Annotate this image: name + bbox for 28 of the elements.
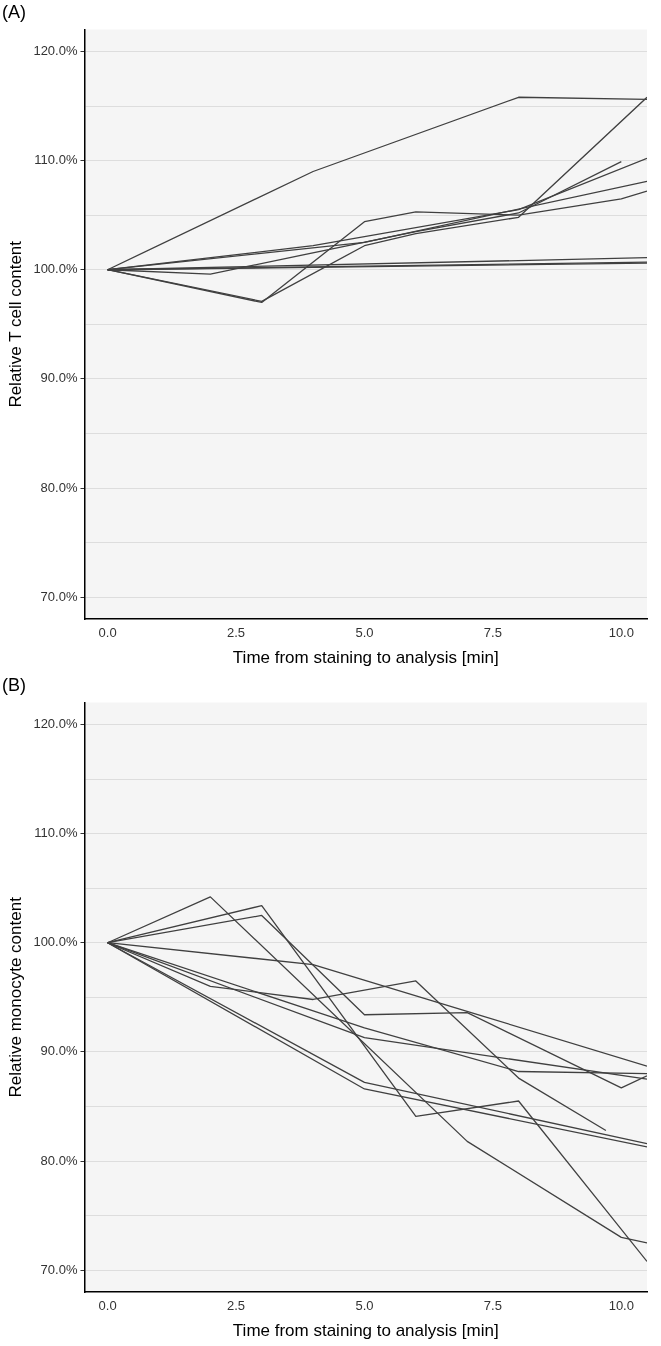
y-tick-label: 70.0% bbox=[40, 588, 78, 604]
y-tick-label: 90.0% bbox=[40, 1043, 78, 1059]
y-tick-label: 70.0% bbox=[40, 1261, 78, 1277]
y-axis-title: Relative T cell content bbox=[5, 240, 25, 408]
y-axis-title: Relative monocyte content bbox=[5, 896, 25, 1098]
x-tick-label: 0.0 bbox=[98, 1298, 117, 1314]
x-tick-label: 2.5 bbox=[227, 1298, 246, 1314]
x-tick-label: 5.0 bbox=[355, 1298, 374, 1314]
y-tick-label: 90.0% bbox=[40, 370, 78, 386]
chart-title: (B) bbox=[2, 674, 26, 695]
y-tick-label: 80.0% bbox=[40, 479, 78, 495]
x-tick-label: 5.0 bbox=[355, 625, 374, 641]
chart-title: (A) bbox=[2, 1, 26, 22]
x-tick-label: 7.5 bbox=[483, 1298, 502, 1314]
x-tick-label: 7.5 bbox=[483, 625, 502, 641]
x-axis-title: Time from staining to analysis [min] bbox=[232, 1321, 499, 1341]
x-tick-label: 2.5 bbox=[227, 625, 246, 641]
y-tick-label: 100.0% bbox=[33, 934, 78, 950]
y-tick-label: 120.0% bbox=[33, 716, 78, 732]
y-tick-label: 120.0% bbox=[33, 43, 78, 59]
y-tick-label: 100.0% bbox=[33, 261, 78, 277]
y-tick-label: 110.0% bbox=[34, 825, 78, 841]
x-tick-label: 0.0 bbox=[98, 625, 117, 641]
y-tick-label: 110.0% bbox=[34, 152, 78, 168]
y-tick-label: 80.0% bbox=[40, 1152, 78, 1168]
x-axis-title: Time from staining to analysis [min] bbox=[232, 648, 499, 668]
x-tick-label: 10.0 bbox=[608, 625, 634, 641]
x-tick-label: 10.0 bbox=[608, 1298, 634, 1314]
